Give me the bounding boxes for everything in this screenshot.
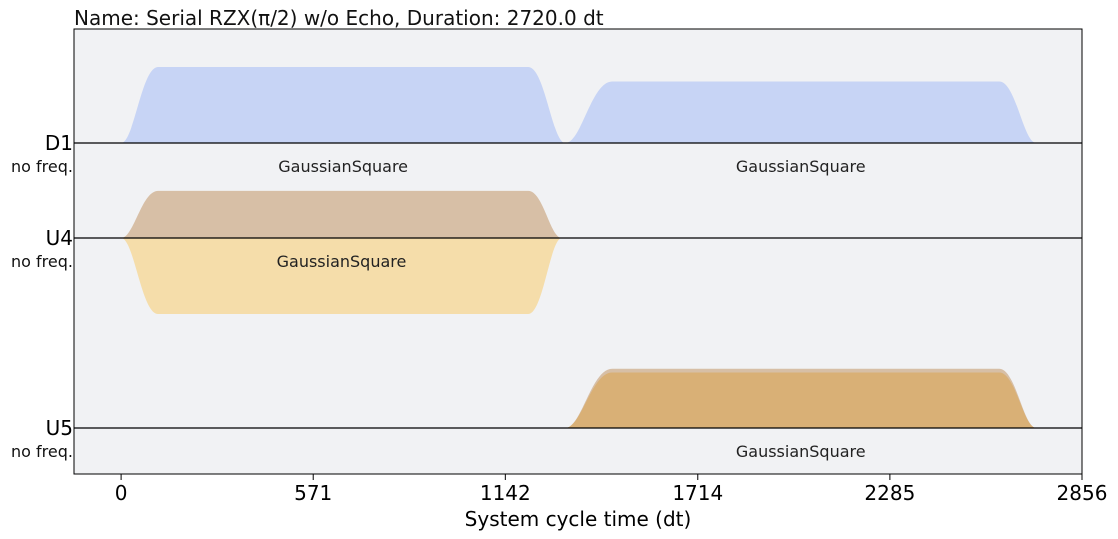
pulse-D1-0-real (121, 67, 566, 143)
chart-title: Name: Serial RZX(π/2) w/o Echo, Duration… (74, 6, 604, 30)
x-tick-label-5: 2856 (1057, 481, 1108, 505)
x-tick-label-3: 1714 (672, 481, 723, 505)
pulse-U4-0-real (121, 238, 562, 314)
labels-layer: GaussianSquare GaussianSquare D1 no freq. Ga… (11, 131, 866, 461)
x-axis: 0 571 1142 1714 2285 2856 System cycle time (d… (73, 28, 1108, 531)
pulse-D1-1-real (565, 81, 1037, 143)
x-tick-label-1: 571 (294, 481, 332, 505)
channel-freq-D1: no freq. (11, 157, 73, 176)
pulse-label-U4-0: GaussianSquare (277, 252, 407, 271)
pulses-layer (74, 67, 1082, 429)
pulse-U4-0-imag (121, 190, 562, 238)
pulse-label-D1-0: GaussianSquare (278, 157, 408, 176)
channel-freq-U5: no freq. (11, 442, 73, 461)
plot-frame (73, 28, 1083, 475)
channel-label-U4: U4 (46, 226, 73, 250)
pulse-label-U5-0: GaussianSquare (736, 442, 866, 461)
pulse-label-D1-1: GaussianSquare (736, 157, 866, 176)
pulse-U5-0-real (565, 372, 1037, 428)
x-tick-label-4: 2285 (864, 481, 915, 505)
x-tick-label-0: 0 (115, 481, 128, 505)
channel-freq-U4: no freq. (11, 252, 73, 271)
channel-label-U5: U5 (46, 416, 73, 440)
channel-label-D1: D1 (45, 131, 73, 155)
x-axis-label: System cycle time (dt) (465, 507, 692, 531)
x-tick-label-2: 1142 (480, 481, 531, 505)
